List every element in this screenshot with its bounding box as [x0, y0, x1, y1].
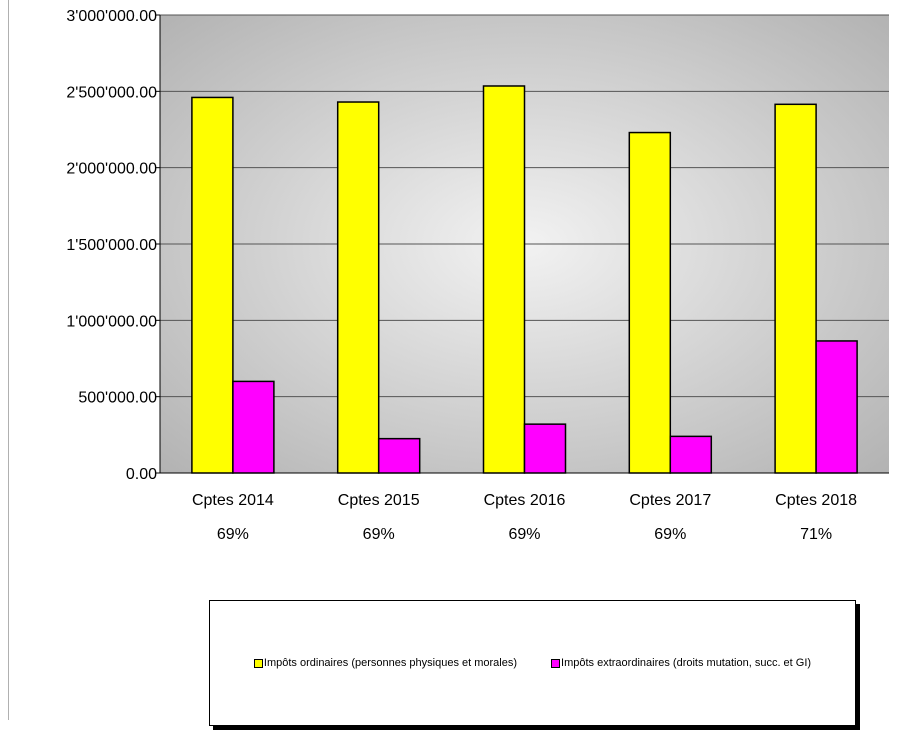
y-tick-label: 1'500'000.00 [66, 237, 157, 254]
legend-label-ordinary: Impôts ordinaires (personnes physiques e… [263, 657, 518, 669]
bar-ordinary-0 [191, 96, 234, 474]
bar-ordinary-2 [482, 85, 526, 474]
bar-extraordinary-4 [815, 340, 858, 474]
y-tick-label: 0.00 [126, 466, 157, 483]
x-tick-sublabel: 69% [508, 526, 540, 543]
bar-ordinary-4 [774, 103, 817, 474]
x-tick-label: Cptes 2016 [484, 492, 566, 509]
bar-ordinary-3 [628, 131, 672, 474]
y-axis: 0.00 500'000.00 1'000'000.00 1'500'000.00 2'… [66, 8, 161, 483]
y-tick-label: 3'000'000.00 [66, 8, 157, 25]
legend-item-extraordinary: Impôts extraordinaires (droits mutation,… [551, 657, 811, 669]
y-tick-label: 500'000.00 [78, 390, 157, 407]
legend-swatch-extraordinary [551, 658, 561, 668]
x-tick-sublabel: 69% [217, 526, 249, 543]
x-tick-label: Cptes 2015 [338, 492, 420, 509]
bar-ordinary-1 [336, 101, 380, 474]
legend: Impôts ordinaires (personnes physiques e… [209, 600, 856, 726]
bar-extraordinary-3 [669, 435, 713, 474]
y-tick-label: 1'000'000.00 [66, 313, 157, 330]
legend-swatch-ordinary [253, 658, 263, 668]
x-tick-sublabel: 69% [654, 526, 686, 543]
legend-label-extraordinary: Impôts extraordinaires (droits mutation,… [561, 657, 812, 669]
bar-chart: 0.00 500'000.00 1'000'000.00 1'500'000.00 2'… [66, 8, 889, 543]
y-tick-label: 2'000'000.00 [66, 161, 157, 178]
bar-extraordinary-1 [377, 437, 421, 474]
bar-extraordinary-0 [232, 380, 275, 474]
x-tick-label: Cptes 2014 [192, 492, 274, 509]
bar-extraordinary-2 [523, 423, 567, 474]
x-axis: Cptes 2014 69% Cptes 2015 69% Cptes 2016 69% C… [160, 472, 889, 543]
x-tick-sublabel: 69% [363, 526, 395, 543]
y-tick-label: 2'500'000.00 [66, 84, 157, 101]
x-tick-label: Cptes 2017 [629, 492, 711, 509]
x-tick-sublabel: 71% [800, 526, 832, 543]
left-border-line [8, 0, 9, 720]
x-tick-label: Cptes 2018 [775, 492, 857, 509]
legend-item-ordinary: Impôts ordinaires (personnes physiques e… [253, 657, 518, 669]
